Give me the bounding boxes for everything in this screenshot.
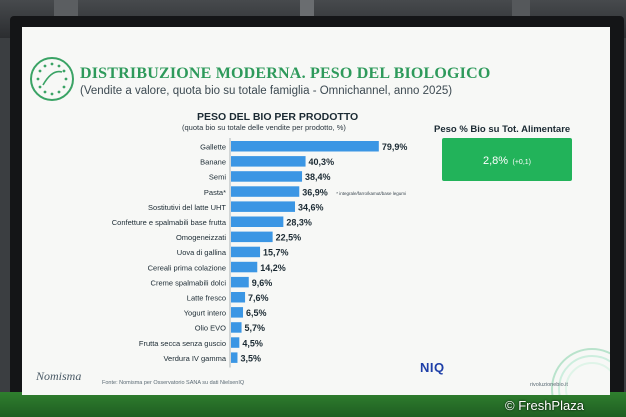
bar bbox=[231, 141, 379, 152]
presentation-slide: DISTRIBUZIONE MODERNA. PESO DEL BIOLOGIC… bbox=[22, 27, 610, 395]
bar bbox=[231, 261, 258, 273]
bar bbox=[231, 307, 244, 318]
data-label: 34,6% bbox=[298, 202, 324, 212]
website-label: rivoluzionebio.it bbox=[530, 382, 568, 388]
data-label: 28,3% bbox=[286, 218, 312, 228]
data-label: 40,3% bbox=[309, 157, 335, 167]
bar bbox=[231, 337, 240, 348]
category-label: Verdura IV gamma bbox=[163, 354, 226, 363]
data-label: 9,6% bbox=[252, 278, 273, 288]
category-label: Omogeneizzati bbox=[176, 233, 226, 242]
category-label: Latte fresco bbox=[187, 294, 226, 303]
category-label: Olio EVO bbox=[195, 324, 226, 333]
chart-title: PESO DEL BIO PER PRODOTTO bbox=[197, 111, 359, 123]
kpi-value: 2,8% bbox=[482, 155, 509, 167]
data-label: 38,4% bbox=[305, 172, 331, 182]
data-label: 15,7% bbox=[263, 248, 289, 258]
chart-subtitle: (quota bio su totale delle vendite per p… bbox=[182, 123, 346, 132]
category-label: Frutta secca senza guscio bbox=[139, 339, 226, 348]
bar-annotation: * integrale/farro/kamut/base legumi bbox=[336, 191, 406, 196]
eu-organic-leaf-logo bbox=[30, 57, 74, 101]
bar bbox=[231, 246, 261, 258]
data-label: 7,6% bbox=[248, 293, 269, 303]
data-label: 5,7% bbox=[245, 323, 266, 333]
kpi-title: Peso % Bio su Tot. Alimentare bbox=[434, 124, 571, 135]
bar bbox=[231, 231, 273, 243]
category-label: Gallette bbox=[200, 143, 226, 152]
bar bbox=[231, 322, 242, 333]
bar bbox=[231, 171, 303, 182]
bar bbox=[231, 292, 246, 303]
category-label: Yogurt intero bbox=[184, 309, 226, 318]
category-label: Cereali prima colazione bbox=[148, 263, 226, 272]
kpi-delta: (+0,1) bbox=[512, 159, 531, 166]
slide-subtitle: (Vendite a valore, quota bio su totale f… bbox=[80, 85, 453, 97]
decorative-swirl bbox=[551, 348, 610, 395]
niq-logo: NIQ bbox=[420, 360, 445, 375]
nomisma-logo: Nomisma bbox=[36, 369, 82, 383]
bar bbox=[231, 352, 238, 363]
data-label: 3,5% bbox=[240, 353, 261, 363]
data-label: 36,9% bbox=[302, 187, 328, 197]
bar bbox=[231, 201, 296, 212]
category-label: Confetture e spalmabili base frutta bbox=[112, 218, 227, 227]
bar-chart: Gallette 79,9% Banane 40,3% Semi 38,4% Pasta* 3… bbox=[112, 138, 408, 368]
slide-title: DISTRIBUZIONE MODERNA. PESO DEL BIOLOGIC… bbox=[80, 65, 491, 82]
stage-floor bbox=[0, 392, 626, 417]
category-label: Pasta* bbox=[204, 188, 226, 197]
data-label: 22,5% bbox=[276, 233, 302, 243]
data-label: 14,2% bbox=[260, 263, 286, 273]
bar bbox=[231, 156, 306, 167]
data-label: 6,5% bbox=[246, 308, 267, 318]
data-label: 79,9% bbox=[382, 142, 408, 152]
category-label: Semi bbox=[209, 173, 226, 182]
bar bbox=[231, 276, 249, 288]
data-label: 4,5% bbox=[242, 338, 263, 348]
category-label: Banane bbox=[200, 158, 226, 167]
source-footer: Fonte: Nomisma per Osservatorio SANA su … bbox=[102, 380, 245, 386]
category-label: Uova di gallina bbox=[177, 248, 227, 257]
photo-credit: © FreshPlaza bbox=[505, 398, 584, 413]
bar bbox=[231, 186, 300, 197]
bar bbox=[231, 216, 284, 227]
kpi-box: 2,8% (+0,1) bbox=[442, 138, 572, 181]
category-label: Sostitutivi del latte UHT bbox=[148, 203, 226, 212]
category-label: Creme spalmabili dolci bbox=[151, 278, 227, 287]
